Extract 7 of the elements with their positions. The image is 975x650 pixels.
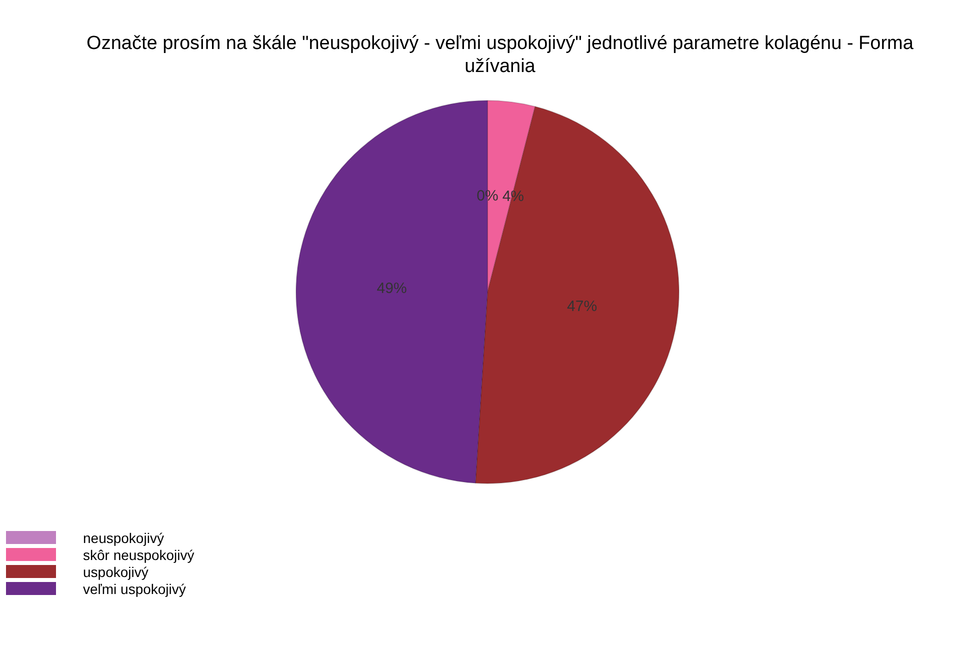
legend-label: skôr neuspokojivý bbox=[83, 546, 194, 562]
legend-label: veľmi uspokojivý bbox=[83, 580, 186, 596]
data-label: 47% bbox=[567, 298, 598, 316]
data-label: 49% bbox=[376, 280, 407, 298]
legend-label: neuspokojivý bbox=[83, 530, 164, 546]
chart-title: Označte prosím na škále "neuspokojivý - veľmi uspokojivý" jednotlivé parametre kolagénu - Forma užívania bbox=[86, 32, 914, 78]
legend-label: uspokojivý bbox=[83, 564, 148, 580]
